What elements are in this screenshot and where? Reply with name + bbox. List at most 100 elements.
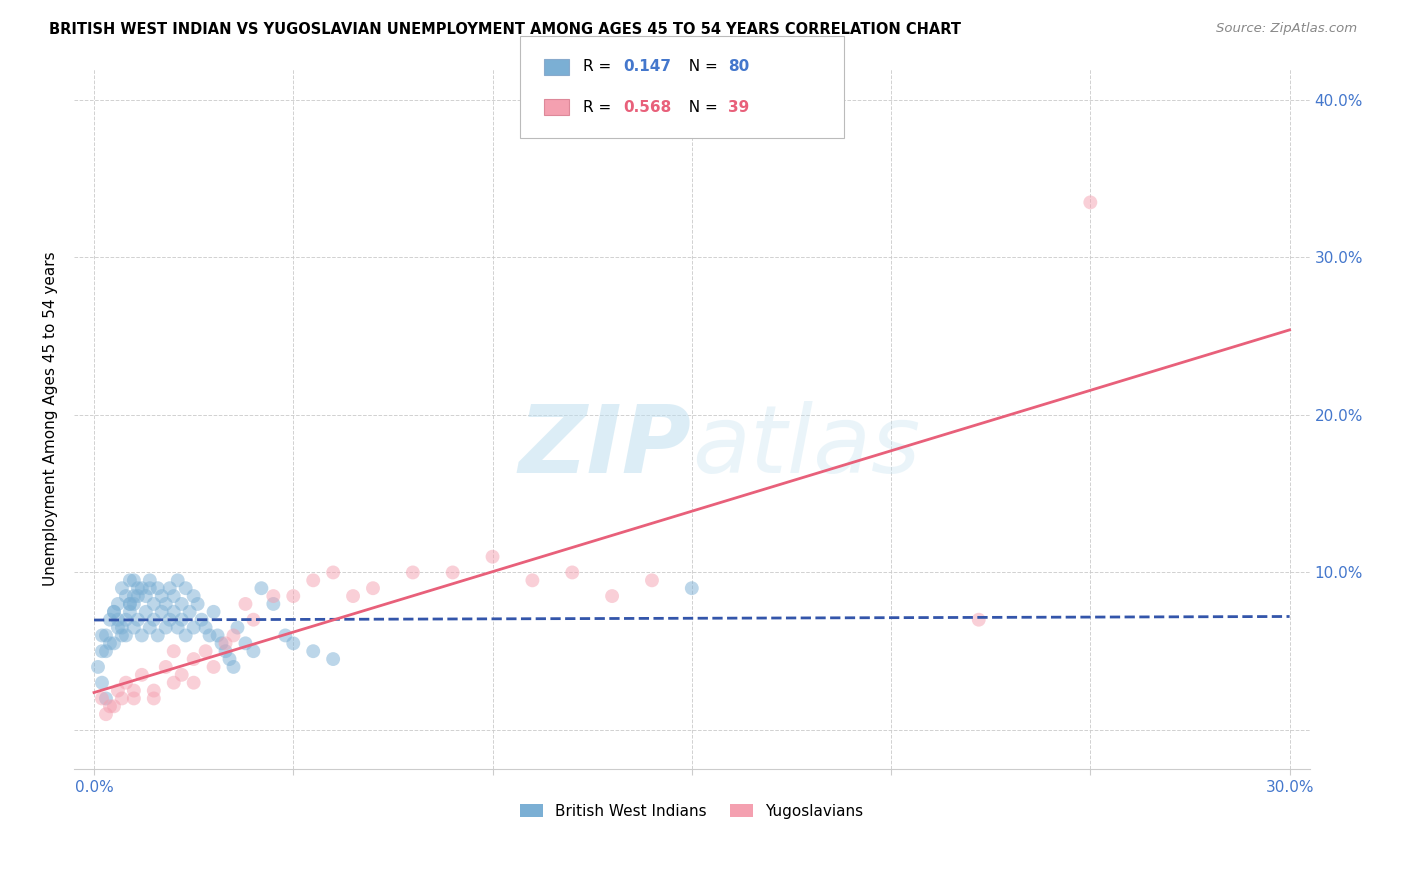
Point: [170, 613, 193, 627]
Point: [402, 566, 425, 580]
Point: [122, 683, 145, 698]
Point: [481, 549, 503, 564]
Point: [91, 691, 114, 706]
Point: [283, 589, 305, 603]
Point: [179, 605, 201, 619]
Point: [111, 691, 134, 706]
Point: [98, 636, 121, 650]
Point: [681, 581, 703, 595]
Point: [155, 660, 177, 674]
Point: [302, 574, 325, 588]
Point: [1078, 195, 1101, 210]
Point: [163, 589, 186, 603]
Point: [107, 683, 129, 698]
Point: [91, 628, 114, 642]
Point: [127, 581, 149, 595]
Point: [342, 589, 364, 603]
Point: [118, 574, 141, 588]
Text: 39: 39: [728, 100, 749, 114]
Point: [163, 675, 186, 690]
Text: N =: N =: [679, 60, 723, 74]
Point: [131, 581, 153, 595]
Point: [218, 652, 240, 666]
Point: [118, 605, 141, 619]
Point: [98, 613, 121, 627]
Text: N =: N =: [679, 100, 723, 114]
Point: [103, 636, 125, 650]
Text: 0.568: 0.568: [623, 100, 671, 114]
Point: [139, 621, 162, 635]
Point: [146, 628, 169, 642]
Point: [214, 636, 236, 650]
Point: [94, 707, 117, 722]
Point: [94, 628, 117, 642]
Point: [163, 644, 186, 658]
Point: [115, 613, 138, 627]
Point: [361, 581, 384, 595]
Text: ZIP: ZIP: [519, 401, 692, 493]
Point: [118, 597, 141, 611]
Point: [183, 621, 205, 635]
Point: [107, 597, 129, 611]
Point: [183, 652, 205, 666]
Text: R =: R =: [583, 100, 617, 114]
Point: [170, 597, 193, 611]
Point: [155, 621, 177, 635]
Point: [122, 621, 145, 635]
Text: R =: R =: [583, 60, 617, 74]
Point: [142, 683, 165, 698]
Point: [226, 621, 249, 635]
Point: [202, 605, 225, 619]
Point: [561, 566, 583, 580]
Point: [103, 605, 125, 619]
Point: [322, 566, 344, 580]
Point: [142, 691, 165, 706]
Point: [139, 574, 162, 588]
Point: [211, 636, 233, 650]
Point: [183, 589, 205, 603]
Point: [641, 574, 664, 588]
Point: [183, 675, 205, 690]
Point: [122, 589, 145, 603]
Point: [146, 581, 169, 595]
Point: [139, 581, 162, 595]
Point: [250, 581, 273, 595]
Text: atlas: atlas: [692, 401, 920, 492]
Point: [159, 581, 181, 595]
Point: [91, 644, 114, 658]
Point: [198, 628, 221, 642]
Point: [274, 628, 297, 642]
Point: [142, 597, 165, 611]
Point: [163, 605, 186, 619]
Text: BRITISH WEST INDIAN VS YUGOSLAVIAN UNEMPLOYMENT AMONG AGES 45 TO 54 YEARS CORREL: BRITISH WEST INDIAN VS YUGOSLAVIAN UNEMP…: [49, 22, 962, 37]
Y-axis label: Unemployment Among Ages 45 to 54 years: Unemployment Among Ages 45 to 54 years: [44, 252, 58, 586]
Point: [174, 628, 197, 642]
Point: [94, 691, 117, 706]
Point: [150, 589, 173, 603]
Point: [190, 613, 212, 627]
Point: [103, 699, 125, 714]
Text: 80: 80: [728, 60, 749, 74]
Point: [202, 660, 225, 674]
Legend: British West Indians, Yugoslavians: British West Indians, Yugoslavians: [515, 797, 869, 825]
Point: [135, 589, 157, 603]
Point: [262, 589, 284, 603]
Point: [107, 621, 129, 635]
Point: [118, 597, 141, 611]
Point: [131, 628, 153, 642]
Point: [166, 621, 188, 635]
Point: [235, 597, 257, 611]
Point: [111, 581, 134, 595]
Point: [142, 613, 165, 627]
Point: [122, 691, 145, 706]
Point: [87, 660, 110, 674]
Point: [122, 574, 145, 588]
Point: [150, 605, 173, 619]
Point: [98, 699, 121, 714]
Point: [214, 644, 236, 658]
Point: [207, 628, 229, 642]
Point: [159, 613, 181, 627]
Point: [600, 589, 623, 603]
Point: [222, 660, 245, 674]
Point: [131, 668, 153, 682]
